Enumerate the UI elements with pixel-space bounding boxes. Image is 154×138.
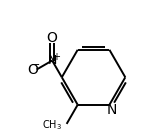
Text: N: N: [107, 103, 117, 117]
Text: +: +: [52, 52, 60, 62]
Text: O: O: [47, 31, 58, 45]
Text: N: N: [47, 54, 57, 67]
Text: CH$_3$: CH$_3$: [43, 118, 63, 132]
Text: −: −: [31, 60, 41, 70]
Text: O: O: [27, 63, 38, 76]
